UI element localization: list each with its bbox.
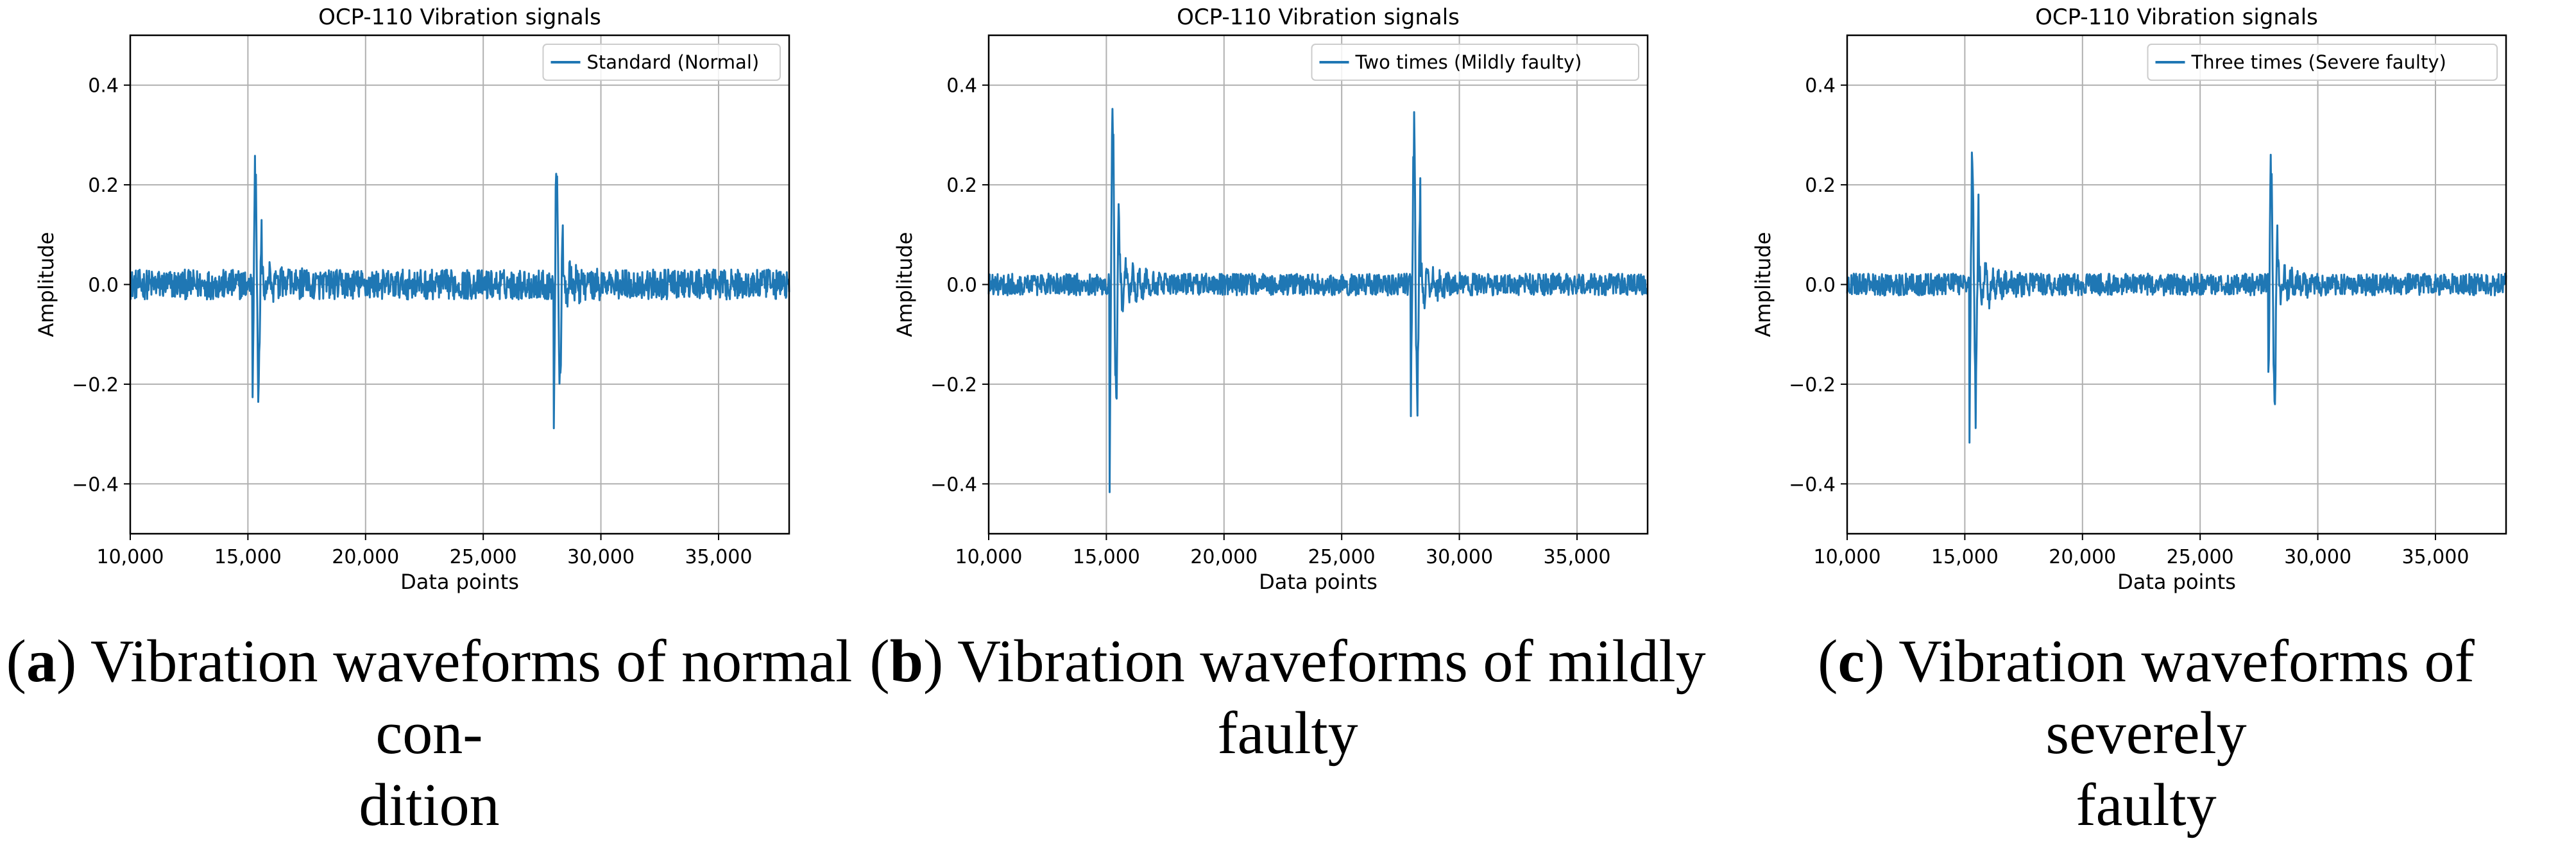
x-tick-label: 15,000 — [1073, 546, 1140, 568]
y-tick-label: 0.4 — [88, 75, 119, 98]
y-tick-label: −0.4 — [930, 473, 977, 496]
x-tick-label: 30,000 — [2284, 546, 2351, 568]
chart-panel-c: OCP-110 Vibration signals 10,000 15,000 20,… — [1751, 4, 2507, 594]
x-tick-label: 15,000 — [1931, 546, 1999, 568]
x-tick-label: 10,000 — [97, 546, 164, 568]
y-axis-label: Amplitude — [34, 232, 58, 337]
legend: Standard (Normal) — [542, 44, 781, 81]
caption-a: (a) Vibration waveforms of normal con- d… — [0, 625, 858, 841]
y-tick-label: −0.2 — [1789, 374, 1836, 396]
x-tick-label: 25,000 — [450, 546, 517, 568]
chart-panel-b: OCP-110 Vibration signals 10,000 15,000 20,… — [892, 4, 1649, 594]
series-line-1 — [987, 108, 1648, 493]
caption-line-1: Vibration waveforms of normal con- — [76, 628, 853, 767]
y-tick-label: 0.0 — [88, 275, 119, 297]
x-tick-label: 35,000 — [1543, 546, 1610, 568]
legend: Three times (Severe faulty) — [2147, 44, 2498, 81]
caption-open: ( — [869, 628, 890, 695]
y-tick-label: 0.2 — [946, 174, 977, 197]
caption-c: (c) Vibration waveforms of severely faul… — [1717, 625, 2575, 841]
caption-line-2: faulty — [1217, 700, 1358, 767]
caption-close: ) — [923, 628, 944, 695]
y-axis-label: Amplitude — [1751, 232, 1775, 337]
y-tick-label: 0.2 — [1805, 174, 1836, 197]
y-tick-label: 0.4 — [946, 75, 977, 98]
legend-label: Standard (Normal) — [587, 51, 760, 73]
x-tick-label: 25,000 — [1308, 546, 1376, 568]
x-tick-label: 25,000 — [2167, 546, 2234, 568]
caption-line-1: Vibration waveforms of mildly — [943, 628, 1706, 695]
caption-open: ( — [1818, 628, 1838, 695]
legend-label: Two times (Mildly faulty) — [1355, 51, 1582, 73]
y-tick-label: −0.2 — [72, 374, 119, 396]
legend-box — [542, 44, 781, 81]
caption-letter: b — [889, 628, 923, 695]
caption-letter: c — [1838, 628, 1865, 695]
caption-line-2: faulty — [2076, 772, 2217, 838]
caption-letter: a — [26, 628, 56, 695]
figure: OCP-110 Vibration signals 10,000 15,000 20,… — [6, 4, 2507, 838]
x-tick-label: 20,000 — [332, 546, 399, 568]
x-axis-label: Data points — [400, 570, 519, 594]
x-tick-label: 35,000 — [685, 546, 752, 568]
x-tick-label: 20,000 — [1190, 546, 1258, 568]
legend-box — [2147, 44, 2498, 81]
legend-label: Three times (Severe faulty) — [2191, 51, 2446, 73]
y-tick-label: 0.0 — [1805, 275, 1836, 297]
x-axis-label: Data points — [1259, 570, 1378, 594]
caption-close: ) — [1864, 628, 1885, 695]
y-tick-label: 0.2 — [88, 174, 119, 197]
chart-title: OCP-110 Vibration signals — [2035, 4, 2318, 30]
x-axis-label: Data points — [2117, 570, 2236, 594]
legend-box — [1311, 44, 1639, 81]
y-tick-label: 0.0 — [946, 275, 977, 297]
x-tick-label: 30,000 — [1426, 546, 1493, 568]
y-tick-label: −0.4 — [1789, 473, 1836, 496]
series-line-1 — [1846, 151, 2507, 444]
chart-title: OCP-110 Vibration signals — [1177, 4, 1460, 30]
y-tick-label: −0.4 — [72, 473, 119, 496]
chart-title: OCP-110 Vibration signals — [318, 4, 601, 30]
x-tick-label: 30,000 — [567, 546, 635, 568]
caption-close: ) — [56, 628, 77, 695]
x-tick-label: 35,000 — [2401, 546, 2469, 568]
series-line-1 — [130, 155, 790, 430]
y-tick-label: 0.4 — [1805, 75, 1836, 98]
caption-line-2: dition — [359, 772, 500, 838]
legend: Two times (Mildly faulty) — [1311, 44, 1639, 81]
y-axis-label: Amplitude — [892, 232, 917, 337]
chart-panel-a: OCP-110 Vibration signals 10,000 15,000 20,… — [34, 4, 790, 594]
caption-open: ( — [6, 628, 26, 695]
caption-b: (b) Vibration waveforms of mildly faulty — [858, 625, 1717, 769]
x-tick-label: 10,000 — [955, 546, 1023, 568]
y-tick-label: −0.2 — [930, 374, 977, 396]
x-tick-label: 10,000 — [1814, 546, 1881, 568]
x-tick-label: 15,000 — [214, 546, 282, 568]
x-tick-label: 20,000 — [2049, 546, 2116, 568]
caption-line-1: Vibration waveforms of severely — [1884, 628, 2475, 767]
